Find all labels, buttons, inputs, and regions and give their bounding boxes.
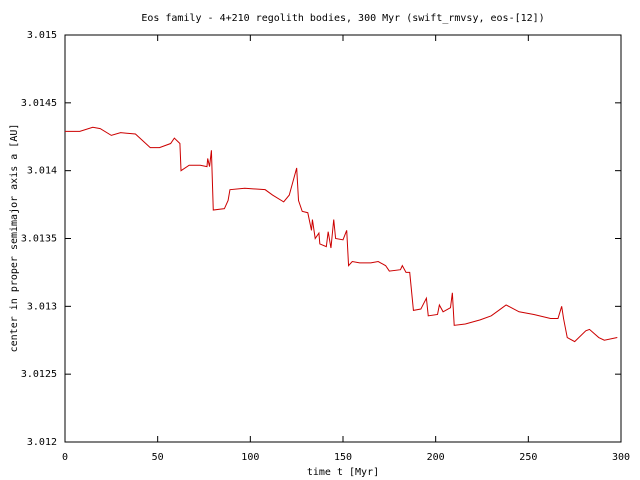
x-tick-label: 0 bbox=[62, 452, 68, 463]
y-tick-label: 3.012 bbox=[27, 437, 57, 448]
y-tick-label: 3.013 bbox=[27, 301, 57, 312]
y-tick-label: 3.014 bbox=[27, 166, 57, 177]
y-tick-label: 3.0145 bbox=[21, 98, 57, 109]
x-tick-label: 50 bbox=[152, 452, 164, 463]
x-tick-label: 200 bbox=[427, 452, 445, 463]
x-tick-label: 300 bbox=[612, 452, 630, 463]
y-tick-label: 3.0125 bbox=[21, 369, 57, 380]
x-tick-label: 100 bbox=[241, 452, 259, 463]
x-tick-label: 250 bbox=[519, 452, 537, 463]
y-tick-label: 3.015 bbox=[27, 30, 57, 41]
y-tick-label: 3.0135 bbox=[21, 234, 57, 245]
x-tick-label: 150 bbox=[334, 452, 352, 463]
x-axis-label: time t [Myr] bbox=[307, 467, 379, 478]
y-axis-label: center in proper semimajor axis a [AU] bbox=[9, 124, 20, 353]
chart-title: Eos family - 4+210 regolith bodies, 300 … bbox=[141, 13, 544, 24]
data-line bbox=[65, 126, 618, 343]
